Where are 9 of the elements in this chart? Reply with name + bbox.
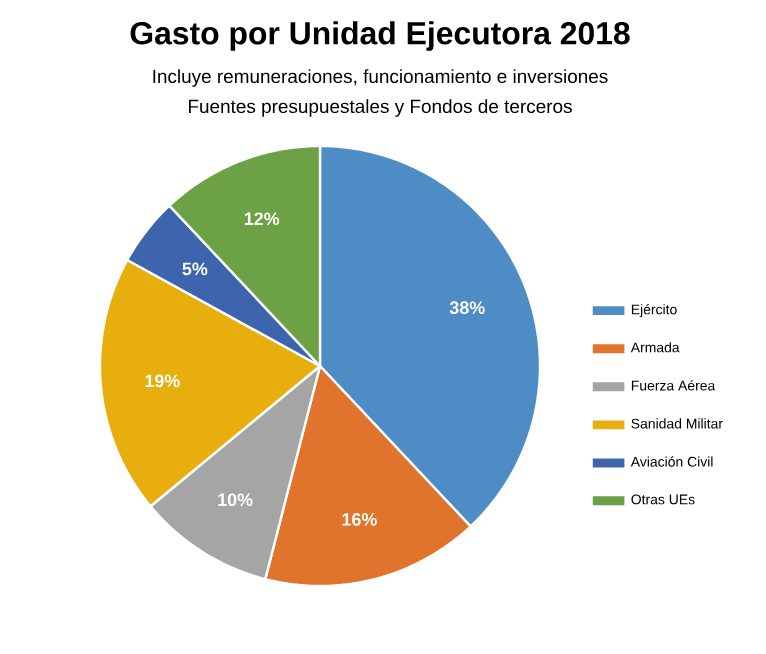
data-label: 5% [182, 262, 208, 276]
data-label: 16% [342, 513, 377, 526]
chart-title: Gasto por Unidad Ejecutora 2018 [130, 21, 630, 51]
data-label: 38% [449, 301, 485, 315]
data-label: 12% [244, 212, 280, 226]
data-label: 10% [218, 493, 253, 507]
chart-subtitle: Incluye remuneraciones, funcionamiento e inversiones [153, 69, 608, 87]
source-note: Fuentes presupuestales y Fondos de terceros [189, 99, 572, 117]
data-label: 19% [145, 374, 180, 388]
